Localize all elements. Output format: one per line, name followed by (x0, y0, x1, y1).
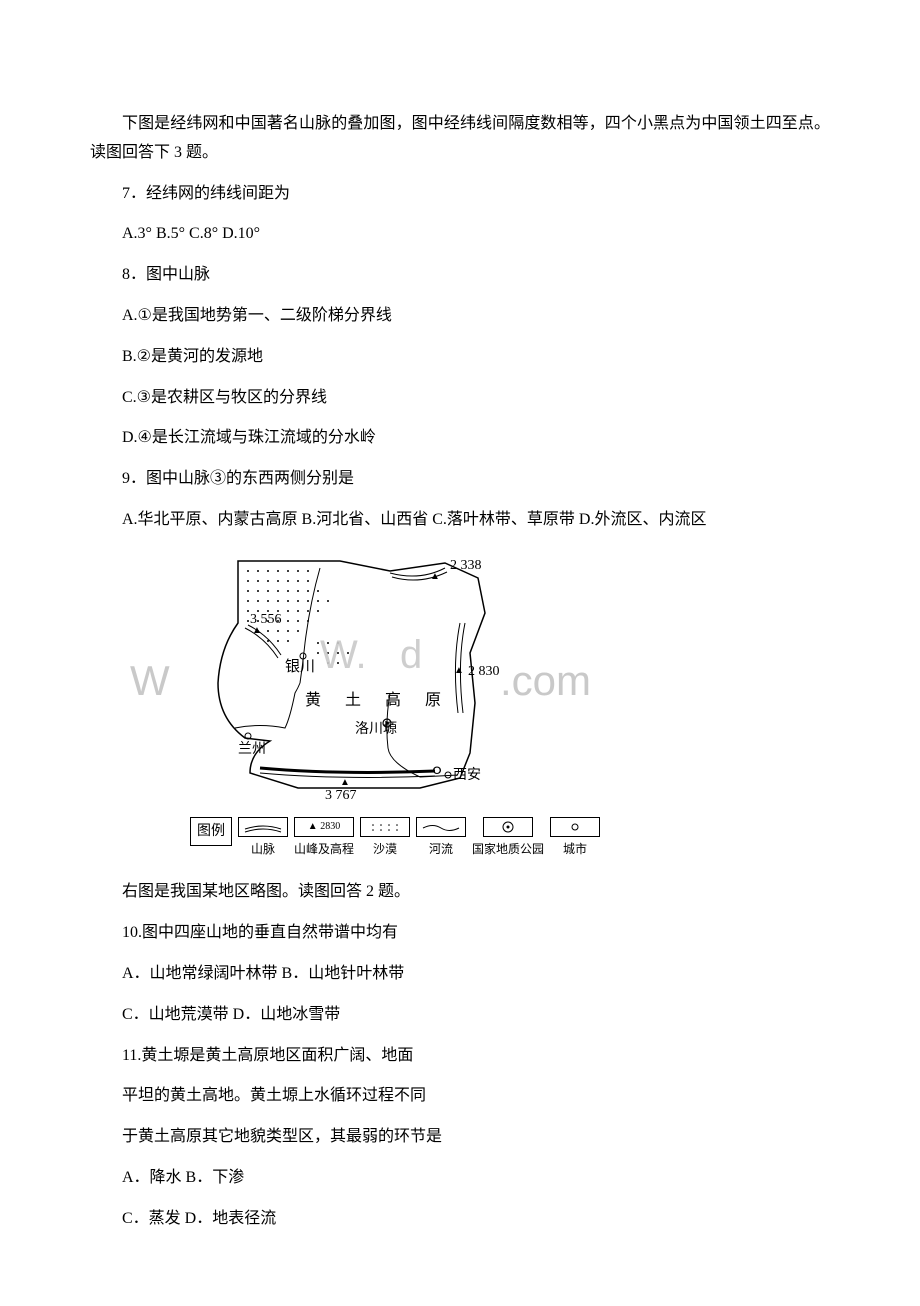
q7-options: A.3° B.5° C.8° D.10° (90, 220, 830, 249)
map-legend: 图例 山脉 ▲ 2830 山峰及高程 沙漠 河流 国家地质公园 城市 (190, 817, 610, 861)
legend-geopark: 国家地质公园 (472, 817, 544, 861)
q11-ab: A．降水 B．下渗 (90, 1164, 830, 1193)
map-figure: W .com ▲ ▲ ▲ (190, 553, 610, 861)
q7-intro: 下图是经纬网和中国著名山脉的叠加图，图中经纬线间隔度数相等，四个小黑点为中国领土… (90, 110, 830, 168)
q11-line3: 于黄土高原其它地貌类型区，其最弱的环节是 (90, 1123, 830, 1152)
q10-ab: A．山地常绿阔叶林带 B．山地针叶林带 (90, 960, 830, 989)
legend-desert: 沙漠 (360, 817, 410, 861)
q8-a: A.①是我国地势第一、二级阶梯分界线 (90, 302, 830, 331)
svg-text:▲: ▲ (454, 665, 464, 676)
svg-text:d: d (400, 633, 422, 677)
svg-text:高: 高 (385, 691, 401, 709)
svg-text:洛川塬: 洛川塬 (355, 721, 397, 737)
svg-text:黄: 黄 (305, 691, 321, 709)
svg-text:3 767: 3 767 (325, 788, 357, 803)
q8-d: D.④是长江流域与珠江流域的分水岭 (90, 424, 830, 453)
q11-cd: C．蒸发 D．地表径流 (90, 1205, 830, 1234)
map-svg: ▲ ▲ ▲ ▲ 2 338 3 556 2 830 3 767 银川 黄 土 高… (190, 553, 570, 813)
legend-river: 河流 (416, 817, 466, 861)
svg-text:ｏ: ｏ (430, 763, 444, 778)
svg-text:原: 原 (425, 692, 441, 709)
svg-text:▲: ▲ (430, 571, 440, 582)
q9-options: A.华北平原、内蒙古高原 B.河北省、山西省 C.落叶林带、草原带 D.外流区、… (90, 506, 830, 535)
legend-title: 图例 (190, 817, 232, 846)
svg-text:兰州: 兰州 (238, 741, 266, 757)
q10: 10.图中四座山地的垂直自然带谱中均有 (90, 919, 830, 948)
q10-intro: 右图是我国某地区略图。读图回答 2 题。 (90, 878, 830, 907)
svg-text:西安: 西安 (453, 767, 481, 783)
svg-text:2 338: 2 338 (450, 558, 482, 573)
legend-peak: ▲ 2830 山峰及高程 (294, 817, 354, 861)
q10-cd: C．山地荒漠带 D．山地冰雪带 (90, 1001, 830, 1030)
legend-city: 城市 (550, 817, 600, 861)
svg-text:土: 土 (345, 691, 361, 709)
q11-line1: 11.黄土塬是黄土高原地区面积广阔、地面 (90, 1042, 830, 1071)
q9: 9．图中山脉③的东西两侧分别是 (90, 465, 830, 494)
svg-text:W.: W. (320, 633, 367, 677)
q7: 7．经纬网的纬线间距为 (90, 180, 830, 209)
q8: 8．图中山脉 (90, 261, 830, 290)
svg-text:3 556: 3 556 (250, 612, 282, 627)
svg-text:▲: ▲ (340, 777, 350, 788)
q8-c: C.③是农耕区与牧区的分界线 (90, 384, 830, 413)
svg-text:2 830: 2 830 (468, 664, 500, 679)
q11-line2: 平坦的黄土高地。黄土塬上水循环过程不同 (90, 1082, 830, 1111)
watermark-left: W (130, 643, 170, 719)
svg-text:银川: 银川 (285, 658, 315, 675)
q8-b: B.②是黄河的发源地 (90, 343, 830, 372)
legend-mountain: 山脉 (238, 817, 288, 861)
